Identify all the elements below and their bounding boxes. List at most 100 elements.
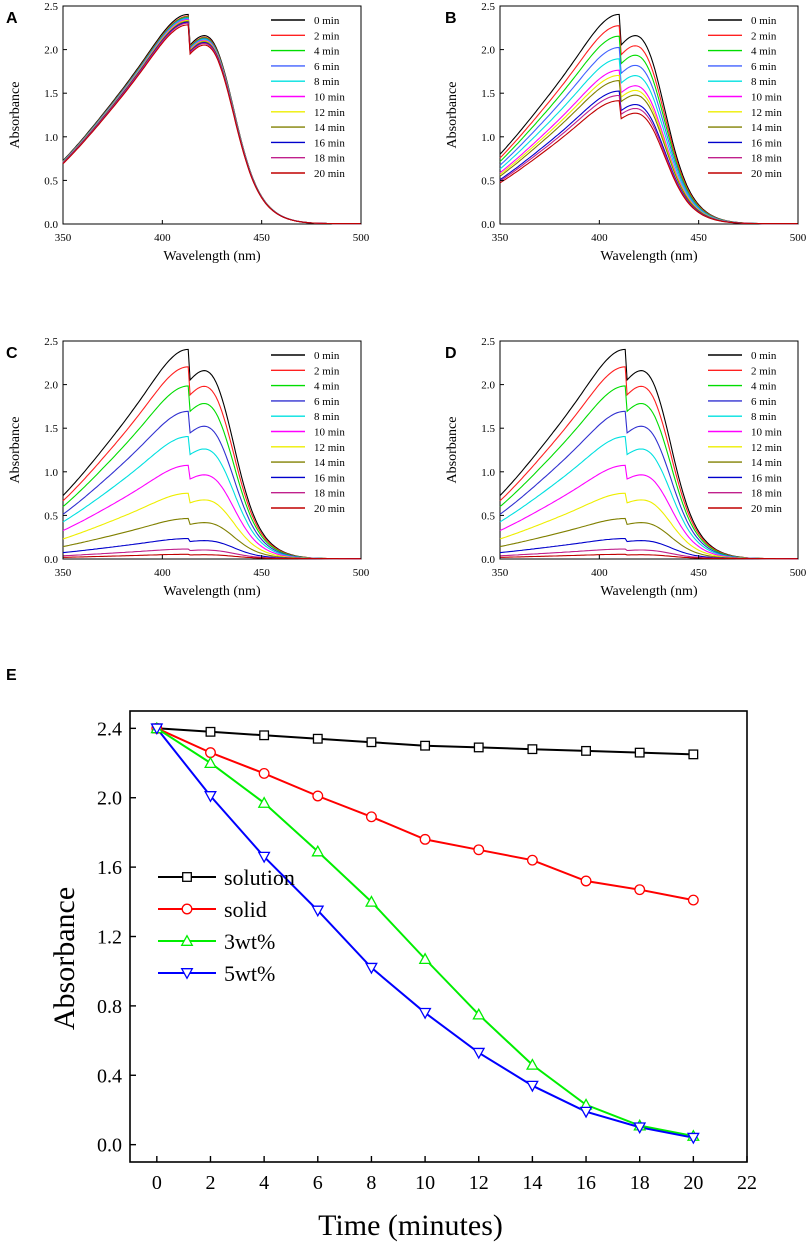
series-line-14-min bbox=[499, 517, 798, 560]
legend-label: 8 min bbox=[314, 76, 340, 88]
y-tick-label: 0.8 bbox=[97, 996, 122, 1018]
data-point-5wt% bbox=[579, 1106, 593, 1119]
data-point-5wt% bbox=[257, 851, 271, 864]
x-axis-label: Wavelength (nm) bbox=[163, 584, 261, 599]
plot-frame bbox=[62, 5, 362, 225]
y-tick-label: 2.0 bbox=[481, 45, 495, 57]
x-tick-label: 350 bbox=[492, 232, 509, 244]
panel-c: C 0.0 0.5 1.0 1.5 2.0 2.5 350 400 450 500 Wavelengt… bbox=[6, 336, 370, 599]
legend: solution solid 3wt% 5wt% bbox=[158, 865, 295, 986]
plot-frame bbox=[499, 340, 799, 560]
legend-label: 2 min bbox=[314, 365, 340, 377]
data-point-3wt% bbox=[311, 844, 325, 857]
legend-label: 8 min bbox=[314, 411, 340, 423]
data-point-solution bbox=[259, 730, 270, 741]
legend-label: 12 min bbox=[314, 107, 345, 119]
y-tick-label: 0.0 bbox=[481, 554, 495, 566]
legend-label: 10 min bbox=[314, 427, 345, 439]
legend-label: 12 min bbox=[751, 107, 782, 119]
x-tick-label: 4 bbox=[259, 1172, 269, 1194]
legend-marker bbox=[182, 872, 192, 882]
y-tick-label: 0.5 bbox=[481, 175, 495, 187]
x-tick-label: 18 bbox=[630, 1172, 650, 1194]
data-point-5wt% bbox=[150, 723, 164, 735]
series-line-20-min bbox=[500, 553, 798, 560]
spectra-curves bbox=[499, 348, 798, 560]
data-point-solid bbox=[419, 833, 431, 845]
legend-label: 10 min bbox=[751, 92, 782, 104]
y-tick-label: 0.4 bbox=[97, 1065, 122, 1087]
data-point-solution bbox=[473, 742, 484, 753]
panel-d: D 0.0 0.5 1.0 1.5 2.0 2.5 350 400 450 500 Wavelengt… bbox=[445, 336, 807, 599]
plot-frame bbox=[129, 710, 748, 1163]
plot-frame bbox=[62, 340, 362, 560]
data-point-solid bbox=[580, 875, 592, 887]
x-axis-label: Wavelength (nm) bbox=[600, 249, 698, 264]
legend-label: 18 min bbox=[751, 153, 782, 165]
x-tick-label: 0 bbox=[152, 1172, 162, 1194]
y-tick-label: 2.5 bbox=[481, 336, 495, 348]
legend-label: 12 min bbox=[751, 442, 782, 454]
data-point-solution bbox=[205, 726, 216, 737]
data-point-solid bbox=[365, 811, 377, 823]
data-point-5wt% bbox=[311, 905, 325, 918]
x-tick-label: 450 bbox=[253, 232, 270, 244]
x-tick-label: 16 bbox=[576, 1172, 596, 1194]
data-point-3wt% bbox=[365, 895, 378, 907]
legend-marker bbox=[180, 934, 194, 946]
y-axis-label: Absorbance bbox=[8, 417, 23, 484]
x-tick-label: 8 bbox=[366, 1172, 376, 1194]
x-tick-label: 2 bbox=[205, 1172, 215, 1194]
data-point-solid bbox=[526, 854, 538, 866]
legend-label: 6 min bbox=[751, 61, 777, 73]
y-tick-label: 1.0 bbox=[44, 132, 58, 144]
panel-letter-d: D bbox=[445, 345, 457, 362]
y-tick-label: 1.5 bbox=[44, 423, 58, 435]
series-line-20-min bbox=[62, 24, 361, 225]
legend-label: 2 min bbox=[751, 30, 777, 42]
y-tick-label: 2.5 bbox=[44, 1, 58, 13]
data-point-3wt% bbox=[472, 1007, 486, 1020]
y-tick-label: 1.5 bbox=[481, 423, 495, 435]
y-tick-label: 0.0 bbox=[481, 219, 495, 231]
y-axis-label: Absorbance bbox=[48, 887, 81, 1030]
x-tick-label: 400 bbox=[154, 567, 171, 579]
legend-label: 4 min bbox=[314, 46, 340, 58]
panel-letter-a: A bbox=[6, 10, 18, 27]
legend-label: 4 min bbox=[314, 381, 340, 393]
panel-letter-c: C bbox=[6, 345, 18, 362]
legend-label: 20 min bbox=[314, 503, 345, 515]
x-tick-label: 350 bbox=[55, 567, 72, 579]
y-tick-label: 2.4 bbox=[97, 718, 122, 740]
y-tick-label: 0.0 bbox=[97, 1135, 122, 1157]
y-tick-label: 2.0 bbox=[481, 380, 495, 392]
data-point-5wt% bbox=[472, 1047, 486, 1060]
legend-label: 8 min bbox=[751, 411, 777, 423]
data-point-3wt% bbox=[204, 756, 217, 768]
x-tick-label: 12 bbox=[469, 1172, 489, 1194]
y-tick-label: 1.5 bbox=[481, 88, 495, 100]
data-point-3wt% bbox=[525, 1058, 539, 1070]
x-tick-label: 400 bbox=[154, 232, 171, 244]
data-point-solid bbox=[205, 747, 216, 759]
spectra-curves bbox=[499, 13, 798, 225]
legend-label: 6 min bbox=[314, 396, 340, 408]
series-line-20-min bbox=[499, 100, 798, 225]
legend-label: 14 min bbox=[314, 122, 345, 134]
x-axis-label: Time (minutes) bbox=[318, 1209, 503, 1242]
legend: 0 min 2 min 4 min 6 min 8 min 10 min 12 min 14 … bbox=[271, 350, 345, 515]
data-point-solid bbox=[258, 767, 270, 779]
legend-label: 18 min bbox=[314, 153, 345, 165]
legend-label: 0 min bbox=[314, 15, 340, 27]
legend-label: 6 min bbox=[314, 61, 340, 73]
data-point-solution bbox=[366, 737, 377, 748]
panel-b: B 0.0 0.5 1.0 1.5 2.0 2.5 350 400 450 500 Wavelengt… bbox=[445, 1, 807, 264]
legend-label: 6 min bbox=[751, 396, 777, 408]
legend-label: 20 min bbox=[751, 168, 782, 180]
legend-label: solid bbox=[224, 897, 267, 922]
data-point-3wt% bbox=[418, 952, 432, 964]
data-point-solid bbox=[473, 844, 485, 856]
legend-label: 2 min bbox=[314, 30, 340, 42]
x-tick-label: 22 bbox=[737, 1172, 757, 1194]
